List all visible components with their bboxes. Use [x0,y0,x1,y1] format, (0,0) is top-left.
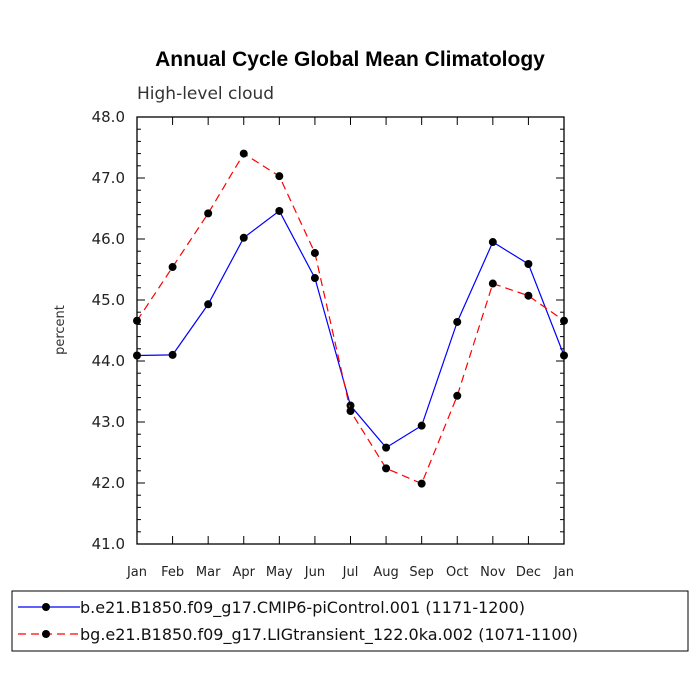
series-2-point [488,279,497,288]
legend-box [11,590,689,652]
x-tick-label: Sep [409,565,434,580]
x-tick-label: Jan [553,565,574,580]
y-tick-label: 42.0 [92,474,125,492]
series-1-point [382,443,391,452]
series-1-point [239,233,248,242]
x-tick-label: Jul [342,565,359,580]
x-tick-label: Jan [126,565,147,580]
x-tick-label: Nov [480,565,506,580]
series-1-point [204,300,213,309]
series-2-point [275,172,284,181]
series-2-point [168,263,177,272]
x-tick-label: Jun [304,565,325,580]
series-2-point [346,407,355,416]
y-tick-label: 47.0 [92,169,125,187]
x-tick-label: Oct [446,565,468,580]
legend: b.e21.B1850.f09_g17.CMIP6-piControl.001 … [11,590,689,652]
series-lines [133,149,568,488]
x-tick-label: Feb [161,565,184,580]
x-tick-label: Apr [233,565,256,580]
legend-marker-1 [42,603,50,611]
y-tick-label: 46.0 [92,230,125,248]
legend-marker-2 [42,630,50,638]
series-1-point [275,206,284,215]
series-1-point [417,421,426,430]
x-tick-label: Mar [196,565,221,580]
series-1-point [346,401,355,410]
y-tick-label: 45.0 [92,291,125,309]
series-2-point [239,149,248,158]
series-1-point [168,350,177,359]
x-tick-label: Dec [516,565,541,580]
chart-title: Annual Cycle Global Mean Climatology [155,48,545,71]
axis-ticks: 41.0 42.0 43.0 44.0 45.0 46.0 47.0 48.0 Jan Feb Ma… [92,108,574,580]
series-1-point [310,274,319,283]
series-line-2 [136,152,565,485]
y-tick-label: 41.0 [92,535,125,553]
series-2-point [204,209,213,218]
series-2-point [524,291,533,300]
x-tick-label: Aug [373,565,398,580]
series-2-point [417,479,426,488]
plot-frame [136,116,565,545]
series-1-point [488,238,497,247]
y-axis-label: percent [53,305,68,355]
x-tick-label: May [266,565,293,580]
y-tick-label: 48.0 [92,108,125,126]
series-2-point [310,249,319,258]
series-1-point [453,317,462,326]
series-2-point [382,464,391,473]
y-tick-label: 43.0 [92,413,125,431]
chart-subtitle: High-level cloud [137,84,274,104]
legend-label-1: b.e21.B1850.f09_g17.CMIP6-piControl.001 … [80,598,525,618]
legend-label-2: bg.e21.B1850.f09_g17.LIGtransient_122.0k… [80,625,578,645]
series-1-point [524,260,533,269]
series-2-point [453,391,462,400]
y-tick-label: 44.0 [92,352,125,370]
